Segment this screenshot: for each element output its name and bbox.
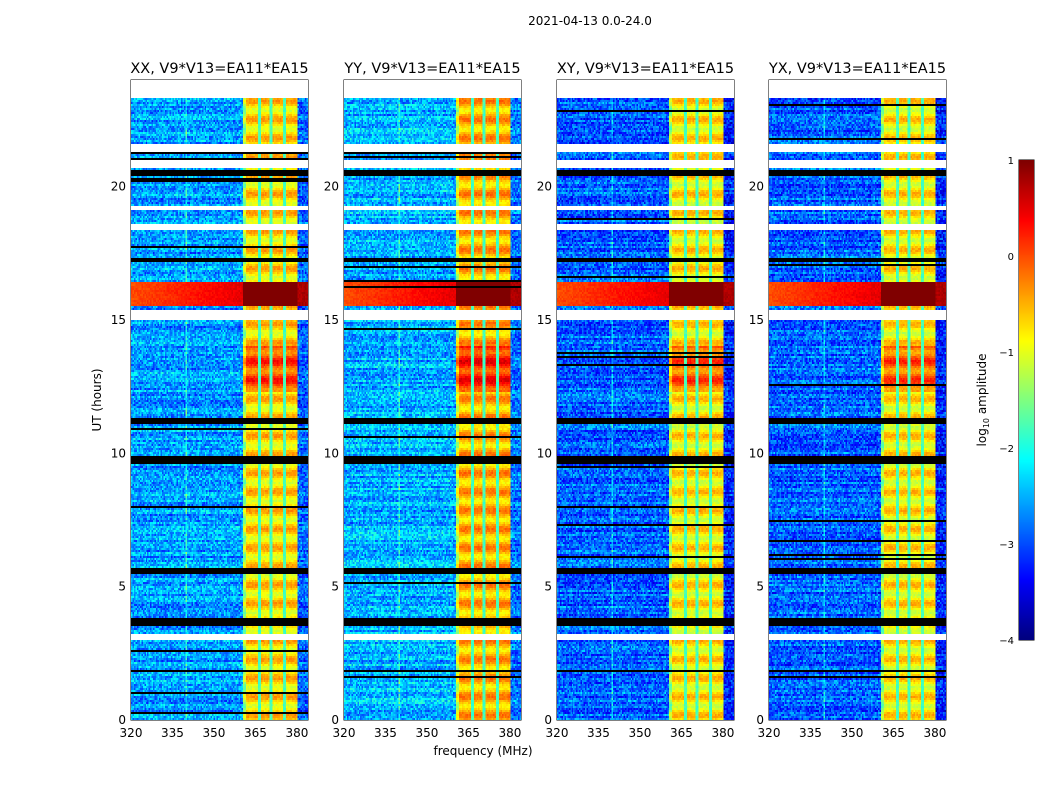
y-tick-label: 5: [544, 580, 552, 594]
x-tick-label: 380: [923, 726, 946, 740]
y-tick-label: 0: [544, 713, 552, 727]
figure-suptitle: 2021-04-13 0.0-24.0: [528, 14, 652, 28]
y-tick-label: 20: [111, 180, 126, 194]
x-tick-label: 350: [416, 726, 439, 740]
waterfall-yy: [344, 80, 521, 720]
waterfall-xy: [557, 80, 734, 720]
x-tick-label: 335: [161, 726, 184, 740]
panel-title-yx: YX, V9*V13=EA11*EA15: [768, 61, 946, 77]
y-tick-label: 15: [111, 313, 126, 327]
y-axis-label: UT (hours): [90, 368, 104, 431]
panel-title-xy: XY, V9*V13=EA11*EA15: [557, 61, 734, 77]
colorbar-tick-label: −4: [999, 636, 1014, 647]
x-tick-label: 320: [758, 726, 781, 740]
x-tick-label: 350: [203, 726, 226, 740]
y-tick-label: 10: [749, 446, 764, 460]
waterfall-yx: [769, 80, 946, 720]
x-tick-label: 365: [882, 726, 905, 740]
colorbar-label: log10 amplitude: [975, 354, 991, 447]
y-tick-label: 0: [331, 713, 339, 727]
y-tick-label: 10: [111, 446, 126, 460]
y-tick-label: 15: [324, 313, 339, 327]
y-tick-label: 20: [749, 180, 764, 194]
x-tick-label: 365: [457, 726, 480, 740]
x-tick-label: 380: [285, 726, 308, 740]
y-tick-label: 5: [756, 580, 764, 594]
panel-title-xx: XX, V9*V13=EA11*EA15: [130, 61, 308, 77]
colorbar-tick-label: −3: [999, 540, 1014, 551]
y-tick-label: 10: [324, 446, 339, 460]
y-tick-label: 5: [118, 580, 126, 594]
colorbar-gradient: [1019, 160, 1034, 640]
colorbar-tick-label: 1: [1008, 156, 1014, 167]
y-tick-label: 0: [118, 713, 126, 727]
colorbar-tick-label: 0: [1008, 252, 1014, 263]
colorbar-tick-label: −2: [999, 444, 1014, 455]
y-tick-label: 20: [537, 180, 552, 194]
x-tick-label: 335: [799, 726, 822, 740]
panel-title-yy: YY, V9*V13=EA11*EA15: [343, 61, 520, 77]
x-tick-label: 335: [374, 726, 397, 740]
y-tick-label: 15: [749, 313, 764, 327]
y-tick-label: 15: [537, 313, 552, 327]
y-tick-label: 20: [324, 180, 339, 194]
y-tick-label: 10: [537, 446, 552, 460]
colorbar-tick-label: −1: [999, 348, 1014, 359]
x-tick-label: 365: [670, 726, 693, 740]
x-tick-label: 365: [244, 726, 267, 740]
x-tick-label: 335: [587, 726, 610, 740]
x-tick-label: 320: [120, 726, 143, 740]
x-axis-label: frequency (MHz): [433, 744, 532, 758]
x-tick-label: 380: [498, 726, 521, 740]
y-tick-label: 0: [756, 713, 764, 727]
x-tick-label: 320: [546, 726, 569, 740]
x-tick-label: 320: [333, 726, 356, 740]
x-tick-label: 380: [711, 726, 734, 740]
x-tick-label: 350: [841, 726, 864, 740]
waterfall-xx: [131, 80, 308, 720]
x-tick-label: 350: [629, 726, 652, 740]
y-tick-label: 5: [331, 580, 339, 594]
